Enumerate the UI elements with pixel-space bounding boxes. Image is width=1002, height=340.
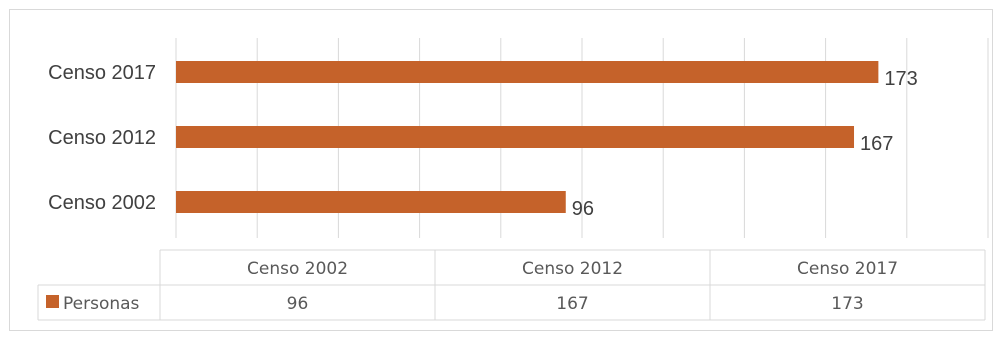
category-label: Censo 2017 <box>48 62 156 84</box>
data-label: 96 <box>572 198 594 220</box>
table-header-cell: Censo 2017 <box>797 259 898 279</box>
legend-swatch <box>46 295 59 308</box>
category-label: Censo 2002 <box>48 192 156 214</box>
category-label: Censo 2012 <box>48 127 156 149</box>
legend-label: Personas <box>63 294 140 314</box>
table-header-cell: Censo 2012 <box>522 259 623 279</box>
bar-censo-2012 <box>176 126 855 148</box>
table-value-cell: 96 <box>287 294 309 314</box>
table-value-cell: 167 <box>556 294 588 314</box>
bar-censo-2002 <box>176 191 566 213</box>
table-value-cell: 173 <box>831 294 863 314</box>
chart-frame <box>9 9 993 331</box>
data-label: 173 <box>884 68 917 90</box>
data-label: 167 <box>860 133 893 155</box>
bar-censo-2017 <box>176 61 879 83</box>
table-header-cell: Censo 2002 <box>247 259 348 279</box>
